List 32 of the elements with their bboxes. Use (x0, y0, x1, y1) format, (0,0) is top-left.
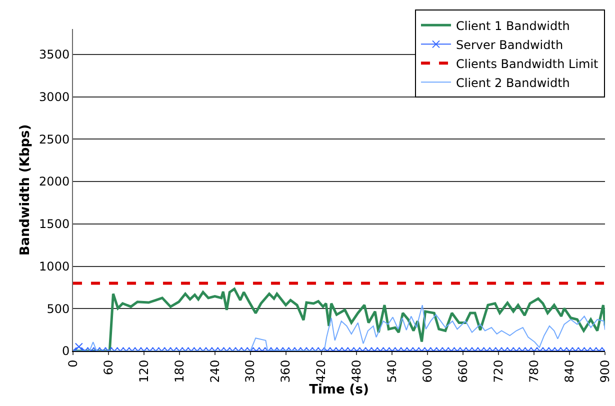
x-tick-label: 60 (101, 360, 116, 376)
x-tick-label: 300 (243, 360, 258, 383)
x-tick-label: 360 (278, 360, 293, 383)
x-tick-label: 180 (172, 360, 186, 383)
y-tick-label: 3000 (39, 90, 70, 104)
x-tick-label: 840 (562, 360, 576, 383)
y-tick-label: 2000 (39, 174, 70, 189)
legend-label: Clients Bandwidth Limit (456, 56, 599, 71)
x-tick-label: 120 (136, 360, 151, 383)
x-tick-label: 660 (456, 360, 470, 383)
x-tick-label: 600 (420, 360, 435, 383)
x-axis-title: Time (s) (309, 382, 369, 398)
y-tick-label: 500 (46, 302, 70, 316)
x-tick-label: 480 (350, 360, 364, 383)
x-tick-label: 240 (208, 360, 222, 383)
y-tick-label: 1500 (39, 217, 70, 232)
line-series (73, 288, 605, 351)
y-axis-title: Bandwidth (Kbps) (18, 124, 34, 256)
legend-label: Client 2 Bandwidth (456, 76, 570, 90)
x-tick-label: 720 (492, 360, 506, 383)
x-tick-label: 420 (314, 360, 328, 383)
y-tick-label: 3500 (39, 48, 70, 62)
x-tick-label: 0 (66, 360, 80, 368)
x-tick-label: 780 (526, 360, 541, 383)
legend-label: Client 1 Bandwidth (456, 18, 570, 33)
x-tick-label: 900 (598, 360, 612, 383)
y-tick-label: 0 (62, 344, 70, 358)
x-tick-label: 540 (385, 360, 400, 383)
y-tick-label: 1000 (39, 259, 70, 274)
legend-label: Server Bandwidth (456, 38, 564, 52)
y-tick-label: 2500 (39, 132, 70, 146)
line-series (73, 304, 605, 351)
